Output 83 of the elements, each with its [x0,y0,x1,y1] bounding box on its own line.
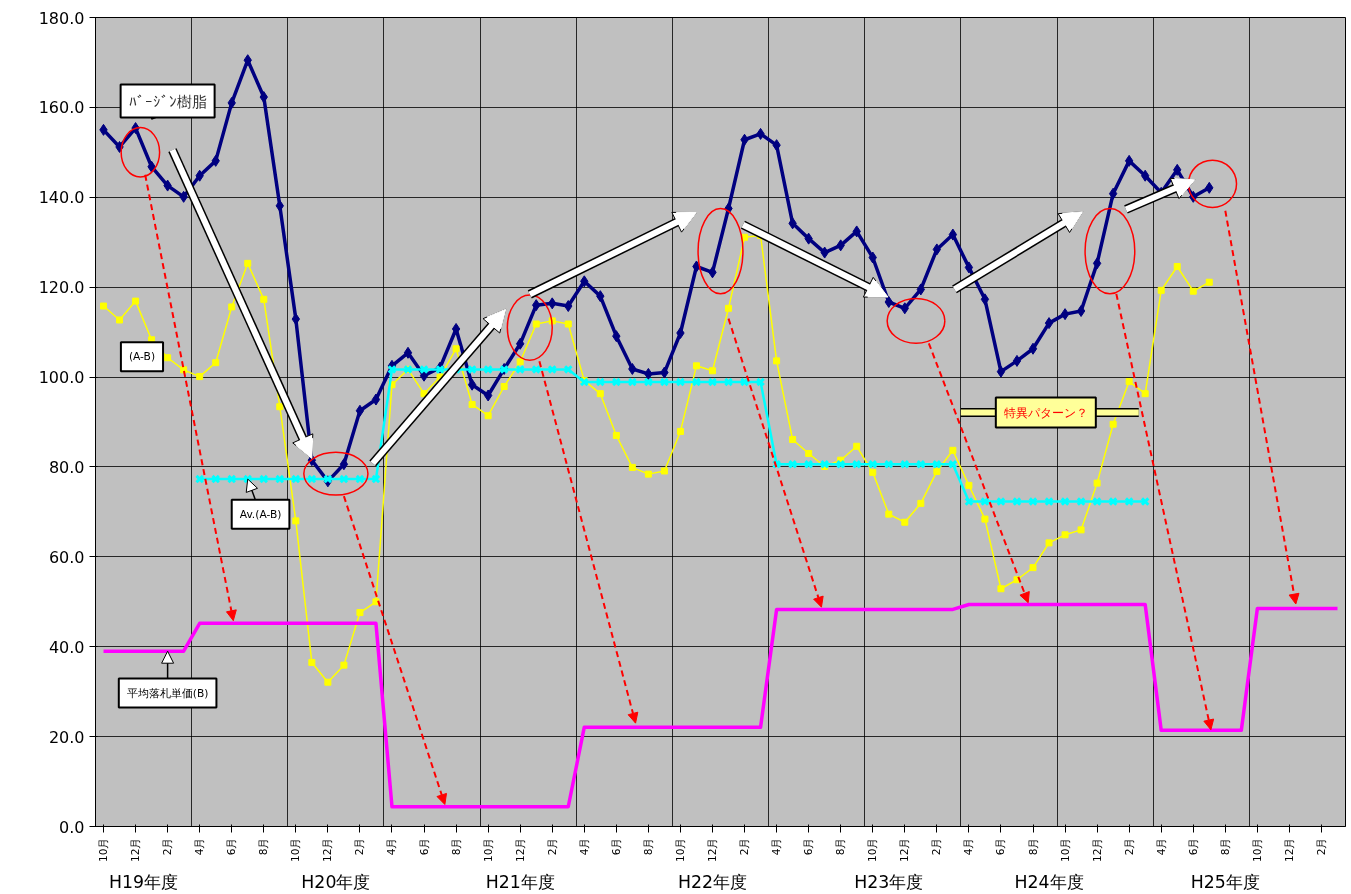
x-tick-label: 10月 [97,837,111,863]
x-tick-label: 8月 [449,837,463,856]
x-tick-label: 8月 [1218,837,1232,856]
point [1060,496,1070,507]
x-tick-label: 2月 [1122,837,1136,856]
point [339,474,349,484]
text: H21年度 [485,871,555,892]
x-tick-label: 8月 [257,837,271,856]
x-tick-label: 10月 [1250,837,1264,863]
text: H23年度 [854,871,924,892]
point [1124,496,1134,507]
annotation: ﾊﾞｰｼﾞﾝ樹脂 [128,92,207,110]
y-tick-label: 40.0 [48,637,85,657]
point [291,474,301,484]
point [259,474,269,484]
y-tick-label: 60.0 [48,547,85,567]
point [1028,496,1038,507]
y-tick-label: 20.0 [48,727,85,747]
x-tick-label: 10月 [481,837,495,863]
x-tick-label: 12月 [321,837,335,863]
y-tick-label: 100.0 [38,368,85,388]
text: H20年度 [301,871,371,892]
x-tick-label: 6月 [994,837,1008,856]
point [1108,496,1118,507]
x-tick-label: 10月 [673,837,687,863]
text: H24年度 [1014,871,1084,892]
point [243,474,253,484]
y-tick-label: 160.0 [38,98,85,118]
x-tick-label: 12月 [1090,837,1104,863]
x-tick-label: 2月 [930,837,944,856]
point [307,474,317,484]
x-tick-label: 2月 [738,837,752,856]
x-tick-label: 12月 [1282,837,1296,863]
point [323,474,333,484]
point [227,474,237,484]
annotation: (A-B) [128,350,156,364]
x-tick-label: 2月 [161,837,175,856]
x-tick-label: 4月 [577,837,591,856]
x-tick-label: 4月 [1154,837,1168,856]
y-tick-label: 80.0 [48,457,85,477]
x-tick-label: 8月 [834,837,848,856]
x-tick-label: 6月 [802,837,816,856]
point [1044,496,1054,507]
point [1092,496,1102,507]
x-tick-label: 6月 [1186,837,1200,856]
y-tick-label: 120.0 [38,278,85,298]
y-tick-label: 0.0 [59,817,85,837]
annotation: Av.(A-B) [239,507,282,521]
x-tick-label: 6月 [225,837,239,856]
y-tick-label: 140.0 [38,188,85,208]
x-tick-label: 4月 [962,837,976,856]
point [467,364,477,375]
x-tick-label: 8月 [641,837,655,856]
x-tick-label: 8月 [1026,837,1040,856]
x-tick-label: 4月 [385,837,399,856]
x-tick-label: 10月 [289,837,303,863]
x-tick-label: 10月 [866,837,880,863]
text: H19年度 [109,871,179,892]
annotation: 特異パターン？ [1003,405,1088,420]
x-tick-label: 6月 [417,837,431,856]
point [419,364,429,375]
text: H22年度 [677,871,748,892]
point [483,364,493,375]
x-tick-label: 10月 [1058,837,1072,863]
annotation: 平均落札単価(B) [126,686,209,700]
x-tick-label: 12月 [705,837,719,863]
x-tick-label: 12月 [129,837,143,863]
point [275,474,285,484]
x-tick-label: 2月 [545,837,559,856]
x-tick-label: 4月 [193,837,207,856]
x-tick-label: 4月 [770,837,784,856]
point [355,474,365,484]
x-tick-label: 2月 [353,837,367,856]
x-tick-label: 2月 [1314,837,1328,856]
point [211,474,221,484]
point [371,474,381,484]
x-tick-label: 6月 [609,837,623,856]
y-tick-label: 180.0 [38,8,85,28]
x-tick-label: 12月 [513,837,527,863]
text: H25年度 [1190,871,1260,892]
point [387,364,397,375]
point [1076,496,1086,507]
x-tick-label: 12月 [898,837,912,863]
